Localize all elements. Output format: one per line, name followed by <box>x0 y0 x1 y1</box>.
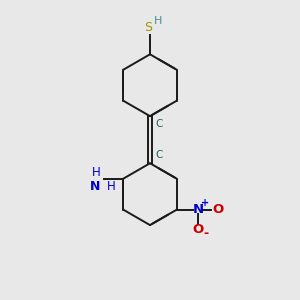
Text: C: C <box>155 119 163 129</box>
Text: H: H <box>92 166 100 179</box>
Text: O: O <box>212 203 224 216</box>
Text: N: N <box>90 180 100 193</box>
Text: +: + <box>201 198 209 208</box>
Text: S: S <box>145 21 152 34</box>
Text: C: C <box>155 150 163 160</box>
Text: N: N <box>193 203 204 216</box>
Text: O: O <box>193 223 204 236</box>
Text: H: H <box>154 16 162 26</box>
Text: H: H <box>107 180 116 193</box>
Text: -: - <box>203 227 208 240</box>
